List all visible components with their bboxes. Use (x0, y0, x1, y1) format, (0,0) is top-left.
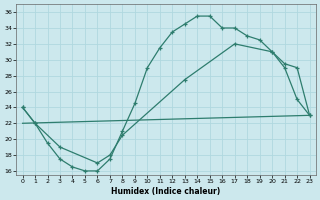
X-axis label: Humidex (Indice chaleur): Humidex (Indice chaleur) (111, 187, 221, 196)
